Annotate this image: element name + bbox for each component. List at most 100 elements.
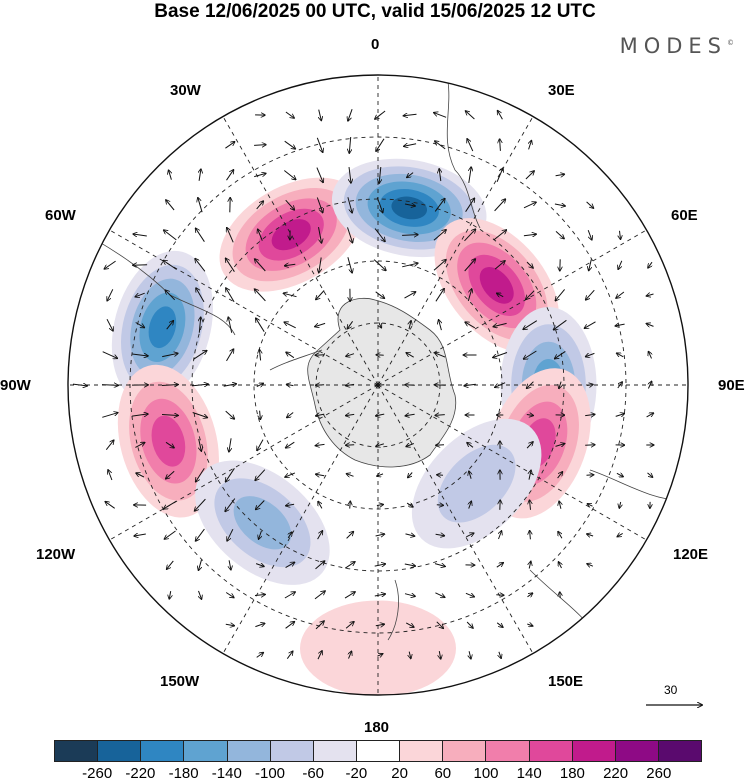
wind-arrow <box>555 174 565 176</box>
wind-arrow <box>493 352 508 358</box>
wind-arrow <box>255 259 266 272</box>
anomaly-positive-180-level <box>300 600 456 695</box>
wind-arrow <box>316 167 323 183</box>
anomaly-negative-140w-level <box>233 496 292 550</box>
wind-arrow <box>616 473 623 476</box>
wind-arrow <box>135 292 145 297</box>
wind-arrow <box>315 621 324 630</box>
wind-arrow <box>527 381 534 389</box>
colorbar-tick-label: -100 <box>254 765 286 782</box>
lon-label-60w: 60W <box>45 207 76 224</box>
wind-arrow <box>284 293 297 298</box>
new-zealand-coastline <box>387 579 399 641</box>
wind-arrow <box>346 532 354 539</box>
wind-arrow <box>620 230 621 239</box>
wind-arrow <box>136 473 145 478</box>
reference-vector-label: 30 <box>664 683 678 697</box>
wind-arrow <box>435 141 446 150</box>
wind-arrow <box>198 198 203 213</box>
wind-arrow <box>285 472 296 477</box>
map-boundary <box>67 74 689 696</box>
brand-text: MODES <box>619 34 727 58</box>
lon-label-120e: 120E <box>673 546 709 563</box>
wind-arrow <box>647 473 653 477</box>
wind-arrow <box>287 384 294 385</box>
wind-arrow <box>161 385 178 386</box>
wind-arrow <box>464 259 476 272</box>
wind-arrow <box>199 169 201 181</box>
colorbar-tick-label: 180 <box>559 765 585 782</box>
wind-arrow <box>465 198 475 212</box>
wind-arrow <box>258 229 263 241</box>
colorbar-segment <box>270 741 314 761</box>
wind-arrow <box>527 624 532 626</box>
wind-arrow <box>587 230 592 240</box>
anomaly-negative-135e <box>411 418 542 549</box>
wind-arrow <box>495 382 506 388</box>
wind-arrow <box>493 322 507 326</box>
africa-coastline <box>446 81 481 229</box>
wind-arrow <box>525 171 534 180</box>
polar-map <box>67 74 750 740</box>
wind-arrow <box>255 289 266 302</box>
wind-arrow <box>529 470 531 480</box>
wind-arrow <box>500 139 501 151</box>
anomaly-positive-180 <box>300 600 456 695</box>
wind-arrow <box>523 234 536 236</box>
wind-arrow <box>435 592 444 597</box>
meridian-line <box>109 384 379 541</box>
wind-arrow <box>169 170 172 180</box>
antarctica-landmass <box>307 297 457 468</box>
wind-arrow <box>587 564 594 566</box>
wind-arrow <box>101 385 118 386</box>
wind-arrow <box>226 288 235 303</box>
colorbar-segment <box>313 741 357 761</box>
wind-arrow <box>436 621 443 628</box>
wind-arrow <box>163 261 177 270</box>
wind-arrow <box>284 322 296 329</box>
colorbar-segment <box>98 741 142 761</box>
wind-arrow <box>226 349 234 362</box>
wind-arrow <box>498 111 503 120</box>
wind-arrow <box>466 621 473 628</box>
colorbar-segment <box>443 741 487 761</box>
lon-label-0: 0 <box>371 36 380 53</box>
wind-arrow <box>229 560 231 569</box>
wind-arrow <box>648 382 651 389</box>
anomaly-positive-105w <box>117 364 219 518</box>
wind-arrow <box>199 438 202 451</box>
anomaly-negative-10e <box>331 158 487 258</box>
wind-arrow <box>559 562 562 569</box>
meridian-line <box>222 116 379 386</box>
wind-arrow <box>433 260 446 271</box>
wind-arrow <box>616 291 625 298</box>
wind-arrow <box>530 531 531 540</box>
colorbar <box>54 740 702 762</box>
wind-arrow <box>586 289 595 300</box>
colorbar-segment <box>184 741 228 761</box>
wind-arrow <box>346 384 355 385</box>
wind-arrow <box>225 410 235 419</box>
lon-label-30e: 30E <box>548 82 575 99</box>
wind-arrow <box>615 324 625 326</box>
wind-arrow <box>283 170 295 180</box>
wind-arrow <box>134 534 146 536</box>
colorbar-tick-label: -180 <box>168 765 199 782</box>
wind-arrow <box>345 622 354 629</box>
colorbar-segment <box>227 741 271 761</box>
wind-arrow <box>434 199 445 212</box>
wind-arrow <box>586 201 594 208</box>
wind-arrow <box>166 321 174 330</box>
wind-arrow <box>402 235 418 236</box>
wind-arrow <box>558 532 562 539</box>
wind-arrow <box>72 384 87 386</box>
wind-arrow <box>374 564 386 566</box>
wind-arrow <box>199 317 200 333</box>
wind-arrow <box>316 197 322 213</box>
colorbar-tick-label: 100 <box>473 765 499 782</box>
colorbar-tick-label: -140 <box>211 765 242 782</box>
wind-arrow <box>409 651 411 659</box>
wind-arrow <box>259 530 262 539</box>
wind-arrow <box>405 385 415 386</box>
wind-arrow <box>379 322 382 327</box>
